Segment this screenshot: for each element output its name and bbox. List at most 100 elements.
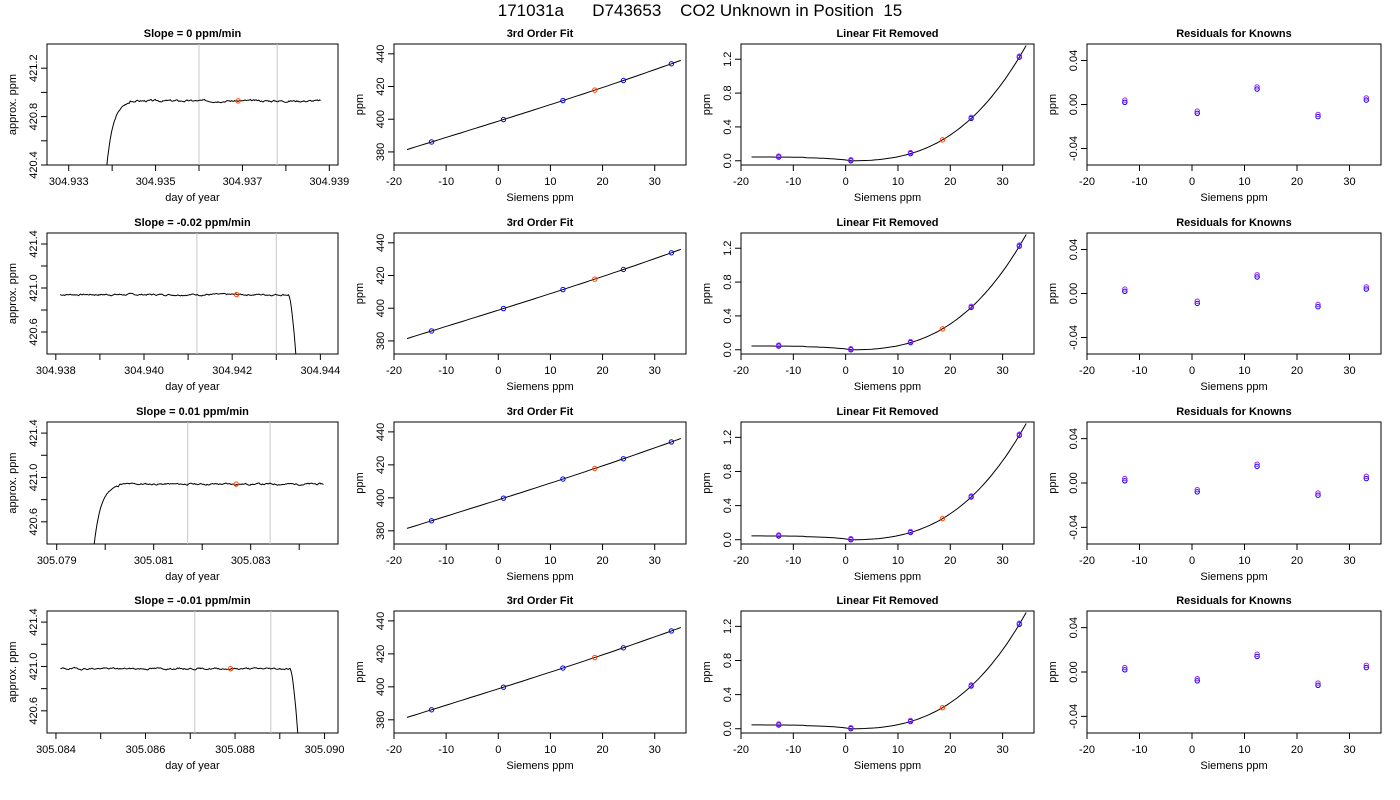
r0-fit-xtick-label: 10 <box>544 176 556 188</box>
r1-lin-xlabel: Siemens ppm <box>854 381 921 393</box>
r0-lin-known-point-alt <box>775 153 782 159</box>
r1-lin-fit-curve <box>751 234 1027 351</box>
r3-fit-known-point <box>560 665 566 671</box>
r3-lin-frame <box>740 610 1035 734</box>
r2-fit-ytick-label: 400 <box>375 489 387 507</box>
r3-lin-known-point-alt <box>907 717 914 724</box>
r2-fit-known-point <box>668 439 675 445</box>
r1-fit-ylabel: ppm <box>354 283 366 304</box>
r2-fit-xtick-label: -20 <box>386 555 402 567</box>
r1-fit-ytick-label: 380 <box>375 332 387 350</box>
r3-trace-frame <box>46 610 339 734</box>
r2-res-ylabel: ppm <box>1047 472 1059 493</box>
r3-lin-known-point-alt <box>775 721 782 727</box>
r1-fit-xlabel: Siemens ppm <box>506 381 573 393</box>
r2-res-residual-point <box>1363 475 1370 482</box>
r2-lin-xtick-label: -10 <box>785 555 801 567</box>
r1-trace-ytick-label: 420.6 <box>28 318 40 346</box>
r2-fit-title: 3rd Order Fit <box>507 406 574 418</box>
r2-lin-ytick-label: 0.0 <box>722 532 734 547</box>
r0-res-xtick-label: -10 <box>1132 176 1148 188</box>
r2-trace-ylabel: approx. ppm <box>7 452 19 513</box>
trace-panel: Slope = -0.02 ppm/min 304.938 304.940 304.9… <box>7 217 340 393</box>
r3-lin-known-point-alt <box>848 725 854 731</box>
r3-lin-fit-curve <box>751 612 1027 730</box>
r3-fit-known-point <box>620 645 627 651</box>
r2-trace-unknown-point <box>233 481 239 487</box>
r2-fit-unknown-point <box>592 465 598 472</box>
r3-res-residual-point-alt <box>1363 662 1370 669</box>
r0-trace-ylabel: approx. ppm <box>7 74 19 135</box>
r3-lin-xtick-label: 10 <box>892 744 904 756</box>
r0-trace-ytick-label: 420.8 <box>28 103 40 131</box>
r2-lin-known-point-alt <box>907 528 914 535</box>
r1-lin-xtick-label: 0 <box>843 365 849 377</box>
r2-res-ytick-label: 0.00 <box>1068 472 1080 493</box>
residuals-panel: Residuals for Knowns -20 -10 0 10 20 30 -0.04 0.… <box>1047 595 1382 772</box>
r2-lin-xlabel: Siemens ppm <box>854 571 921 583</box>
r2-res-residual-point-alt <box>1363 473 1370 480</box>
r0-trace-unknown-point <box>235 98 241 104</box>
r0-lin-xtick-label: 0 <box>843 176 849 188</box>
r3-res-residual-point-alt <box>1315 680 1321 686</box>
r3-fit-ytick-label: 400 <box>375 678 387 696</box>
r1-res-xlabel: Siemens ppm <box>1200 381 1267 393</box>
r3-lin-unknown-point <box>939 704 946 711</box>
r1-res-residual-point-alt <box>1254 272 1260 278</box>
row-3: Slope = 0.01 ppm/min 305.079 305.081 305.08… <box>7 406 1382 583</box>
r1-lin-unknown-point <box>939 326 946 332</box>
r0-trace-title: Slope = 0 ppm/min <box>144 28 242 40</box>
r2-lin-xtick-label: 30 <box>996 555 1008 567</box>
r1-res-frame <box>1086 232 1382 355</box>
r3-res-xtick-label: -10 <box>1132 744 1148 756</box>
r3-fit-known-point <box>428 707 435 713</box>
r2-trace-trace-line <box>93 482 324 544</box>
r3-res-residual-point-alt <box>1254 651 1260 657</box>
r0-res-residual-point-alt <box>1363 95 1370 101</box>
r3-trace-xtick-label: 305.090 <box>305 744 345 756</box>
residuals-panel: Residuals for Knowns -20 -10 0 10 20 30 -0.04 0.… <box>1047 28 1382 204</box>
r0-fit-title: 3rd Order Fit <box>507 28 574 40</box>
r1-trace-unknown-point <box>233 291 240 298</box>
r1-fit-xtick-label: 20 <box>596 365 608 377</box>
r1-fit-known-point <box>560 286 566 293</box>
r3-lin-ytick-label: 0.0 <box>722 721 734 736</box>
r2-res-residual-point-alt <box>1194 486 1200 493</box>
r0-lin-ytick-label: 0.8 <box>722 85 734 100</box>
r0-fit-frame <box>393 43 687 166</box>
r3-fit-known-point <box>668 628 675 634</box>
r3-fit-xtick-label: -20 <box>386 744 402 756</box>
r0-lin-ytick-label: 0.4 <box>722 119 734 134</box>
r0-fit-xtick-label: 20 <box>596 176 608 188</box>
r2-res-xtick-label: 30 <box>1343 555 1355 567</box>
r3-trace-title: Slope = -0.01 ppm/min <box>134 595 251 607</box>
r0-lin-known-point-alt <box>968 114 974 121</box>
r3-trace-ytick-label: 421.0 <box>28 653 40 681</box>
r2-res-residual-point <box>1254 463 1260 470</box>
r0-res-ylabel: ppm <box>1047 94 1059 115</box>
r2-res-xtick-label: 20 <box>1291 555 1303 567</box>
r3-res-ytick-label: -0.04 <box>1068 704 1080 729</box>
row-2: Slope = -0.02 ppm/min 304.938 304.940 304.9… <box>7 217 1382 393</box>
r0-fit-xtick-label: -20 <box>386 176 402 188</box>
r3-res-residual-point <box>1254 653 1260 660</box>
r3-lin-xtick-label: 20 <box>944 744 956 756</box>
r2-lin-frame <box>740 421 1035 545</box>
r2-trace-xtick-label: 305.081 <box>134 555 174 567</box>
r1-fit-xtick-label: -10 <box>438 365 454 377</box>
r0-res-xtick-label: -20 <box>1079 176 1095 188</box>
r3-res-ytick-label: 0.00 <box>1068 661 1080 682</box>
r3-res-residual-point-alt <box>1122 664 1128 671</box>
r2-lin-known-point-alt <box>1016 431 1023 437</box>
r1-lin-ylabel: ppm <box>701 283 713 304</box>
r0-lin-title: Linear Fit Removed <box>836 28 938 40</box>
r3-res-residual-point <box>1363 664 1370 671</box>
r0-trace-ytick-label: 421.2 <box>28 54 40 82</box>
r2-fit-known-point <box>560 476 566 482</box>
r1-lin-known-point-alt <box>848 346 854 352</box>
r2-fit-known-point <box>620 456 627 462</box>
trace-panel: Slope = 0.01 ppm/min 305.079 305.081 305.08… <box>7 406 339 583</box>
r0-lin-xlabel: Siemens ppm <box>854 192 921 204</box>
r3-lin-xtick-label: 0 <box>843 744 849 756</box>
